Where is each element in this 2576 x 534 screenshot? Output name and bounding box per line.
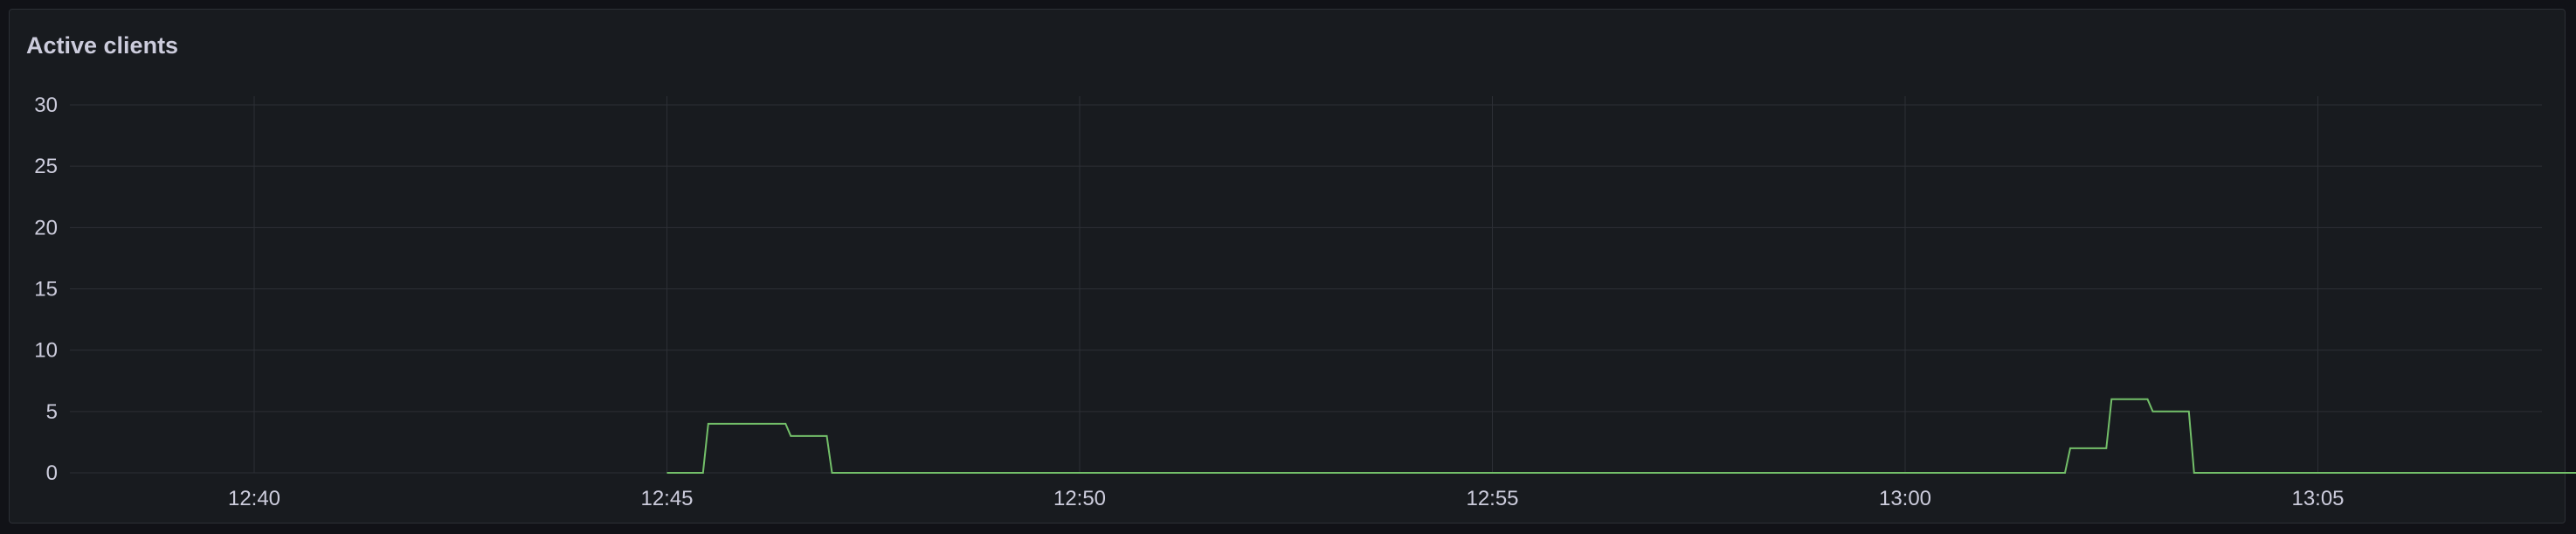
y-tick-label: 5 [46,400,58,424]
y-tick-label: 30 [34,94,58,117]
x-tick-label: 12:40 [228,487,280,510]
y-tick-label: 20 [34,216,58,239]
x-tick-label: 12:50 [1053,487,1106,510]
y-tick-label: 25 [34,155,58,178]
x-tick-label: 13:05 [2291,487,2344,510]
x-tick-label: 12:55 [1466,487,1518,510]
series-group [666,398,2576,474]
chart-panel: Active clients [9,9,2566,524]
y-grid [70,104,2542,474]
panel-title: Active clients [26,32,179,59]
y-tick-label: 0 [46,461,58,485]
x-axis: 12:4012:4512:5012:5513:0013:0513:1013:15… [228,487,2345,510]
series-line [666,398,2576,474]
x-tick-label: 12:45 [640,487,693,510]
y-tick-label: 10 [34,339,58,363]
x-tick-label: 13:00 [1879,487,1931,510]
y-axis: 0 5 10 15 20 25 30 [34,94,58,485]
x-grid [253,96,2318,473]
y-tick-label: 15 [34,278,58,302]
